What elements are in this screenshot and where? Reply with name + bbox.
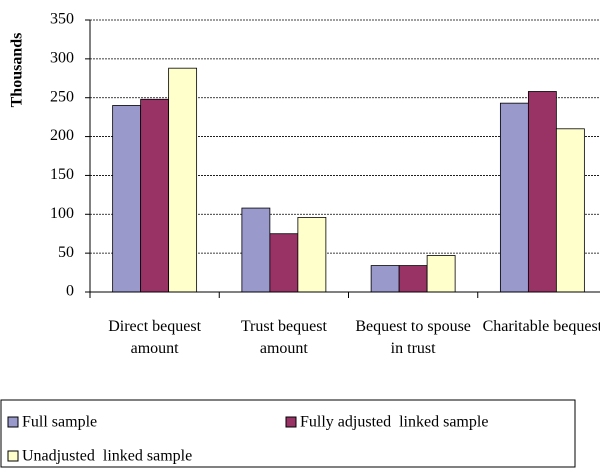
legend [0,399,576,468]
bar [168,67,198,293]
bar [370,265,400,293]
legend-label: Fully adjusted linked sample [300,414,488,431]
legend-label: Unadjusted linked sample [22,448,192,465]
bar [426,255,456,293]
legend-swatch [285,416,297,428]
bar [297,216,327,293]
x-tick-label: Charitable bequest [482,318,600,335]
bar [241,207,271,293]
bar [112,105,142,293]
x-tick-label: Direct bequest amount [108,318,202,357]
y-tick-label: 200 [50,127,74,144]
y-tick-label: 50 [58,244,74,261]
y-tick-label: 300 [50,50,74,67]
bar [555,128,585,293]
x-tick-label: Bequest to spouse in trust [355,318,471,357]
y-tick-label: 150 [50,166,74,183]
y-tick-label: 250 [50,88,74,105]
y-tick-label: 0 [66,283,74,300]
y-tick-label: 350 [50,11,74,28]
x-tick-label: Trust bequest amount [240,318,327,357]
bar [269,233,299,293]
legend-swatch [7,450,19,462]
y-tick-label: 100 [50,205,74,222]
bar [398,265,428,293]
bar [140,98,170,293]
legend-swatch [7,416,19,428]
y-axis-title: Thousands [9,33,26,108]
legend-label: Full sample [22,414,97,431]
bar [499,102,529,293]
bar [527,91,557,293]
